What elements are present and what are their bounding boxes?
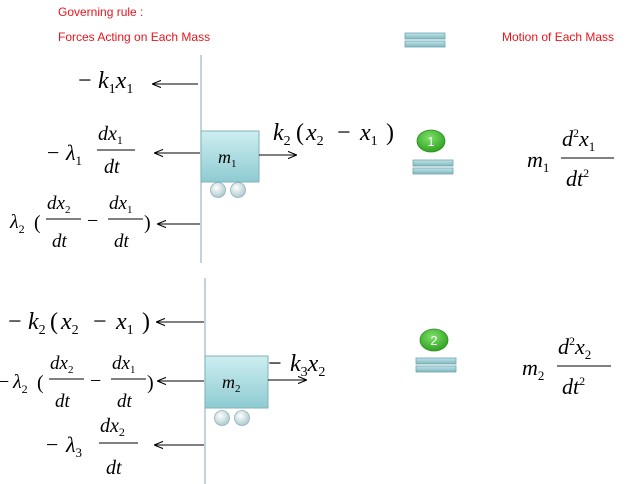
svg-text:(: (	[37, 372, 44, 394]
motion-m1: m1 d2x1 dt2	[527, 126, 614, 191]
mass1-badge: 1	[416, 129, 446, 153]
svg-text:dx1: dx1	[98, 123, 123, 147]
svg-text:dt: dt	[104, 156, 120, 178]
svg-text:−: −	[47, 140, 59, 165]
svg-text:m2: m2	[522, 355, 544, 383]
force-m1-spring: − k1x1	[78, 68, 133, 97]
mass1-block: m1	[200, 130, 260, 198]
svg-text:dx1: dx1	[112, 353, 135, 376]
forces-title: Forces Acting on Each Mass	[58, 30, 211, 44]
svg-text:k1x1: k1x1	[98, 68, 133, 97]
svg-text:): )	[386, 120, 394, 146]
equals-icon-2	[415, 357, 457, 373]
svg-text:k2: k2	[273, 120, 291, 149]
svg-text:k3x2: k3x2	[290, 351, 325, 380]
svg-text:dx2: dx2	[100, 415, 125, 439]
svg-text:k2: k2	[28, 309, 46, 338]
svg-text:x1: x1	[115, 309, 134, 338]
svg-text:d2x2: d2x2	[558, 334, 591, 362]
mass1-wheel-right	[230, 182, 246, 198]
svg-text:dx2: dx2	[47, 193, 70, 216]
svg-text:x2: x2	[305, 120, 324, 149]
svg-text:λ1: λ1	[65, 140, 82, 168]
svg-text:−: −	[90, 370, 101, 392]
mass2-wheel-left	[214, 410, 230, 426]
svg-text:d2x1: d2x1	[562, 126, 595, 154]
svg-text:): )	[144, 212, 151, 234]
spring-force-m1: k2 ( x2 − x1 )	[273, 120, 394, 149]
svg-text:dt: dt	[114, 231, 130, 252]
mass1-badge-label: 1	[427, 134, 434, 149]
svg-text:−: −	[46, 432, 58, 457]
svg-text:dt2: dt2	[562, 374, 585, 399]
svg-text:λ2: λ2	[9, 211, 25, 236]
force-m2-coupling-damping: − λ2 ( dx2 dt − dx1 dt )	[0, 353, 154, 412]
mass2-block: m2	[204, 355, 269, 426]
spring-force-m2: − k3x2	[268, 351, 325, 380]
mass2-badge-label: 2	[430, 333, 437, 348]
svg-text:dt: dt	[117, 391, 133, 412]
svg-text:(: (	[296, 120, 304, 146]
svg-text:dt: dt	[106, 457, 122, 479]
svg-text:−: −	[268, 351, 282, 377]
svg-text:dx2: dx2	[50, 353, 73, 376]
force-m2-coupling-spring: − k2 ( x2 − x1 )	[8, 309, 150, 338]
force-m1-damping: − λ1 dx1 dt	[47, 123, 135, 178]
mass1-wheel-left	[210, 182, 226, 198]
svg-text:m1: m1	[527, 147, 549, 175]
svg-text:): )	[147, 372, 154, 394]
svg-text:(: (	[34, 212, 41, 234]
svg-text:dt: dt	[55, 391, 71, 412]
svg-text:λ3: λ3	[65, 432, 82, 460]
svg-text:−: −	[87, 210, 98, 232]
mass2-subscript: 2	[235, 383, 241, 395]
governing-rule-label: Governing rule :	[58, 5, 144, 19]
equals-icon	[404, 32, 446, 48]
svg-text:−: −	[337, 120, 351, 146]
mass1-subscript: 1	[231, 158, 237, 170]
mass2-wheel-right	[234, 410, 250, 426]
svg-text:dx1: dx1	[109, 193, 132, 216]
svg-text:−: −	[0, 371, 9, 393]
svg-text:λ2: λ2	[12, 371, 28, 396]
mass2-badge: 2	[419, 328, 449, 352]
svg-text:): )	[142, 309, 150, 335]
equals-icon-1	[412, 159, 454, 175]
motion-m2: m2 d2x2 dt2	[522, 334, 611, 399]
svg-text:dt2: dt2	[566, 166, 589, 191]
force-m2-damping: − λ3 dx2 dt	[46, 415, 138, 479]
svg-text:(: (	[50, 309, 58, 335]
svg-text:x1: x1	[359, 120, 378, 149]
svg-text:−: −	[93, 309, 107, 335]
svg-text:−: −	[78, 68, 92, 94]
svg-text:−: −	[8, 309, 22, 335]
svg-text:x2: x2	[60, 309, 79, 338]
motion-title: Motion of Each Mass	[502, 30, 615, 44]
force-m1-coupling-damping: λ2 ( dx2 dt − dx1 dt )	[9, 193, 151, 252]
svg-text:dt: dt	[52, 231, 68, 252]
